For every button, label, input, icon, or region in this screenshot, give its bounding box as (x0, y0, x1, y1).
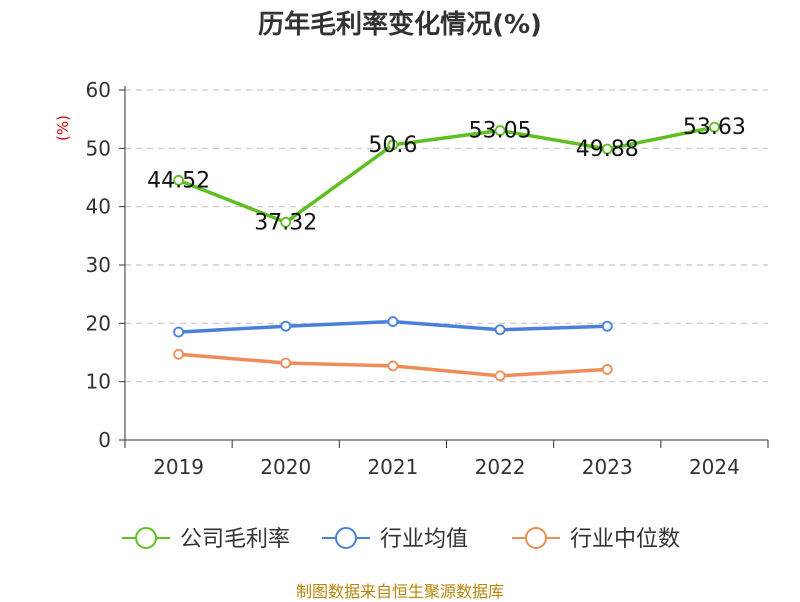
series-line (177, 125, 715, 225)
data-label: 53.63 (683, 115, 746, 140)
data-point (173, 326, 184, 338)
x-tick-label: 2020 (260, 455, 311, 479)
legend-marker (135, 527, 157, 549)
x-tick-label: 2022 (475, 455, 526, 479)
data-point (173, 174, 184, 186)
legend-item[interactable]: 行业均值 (322, 527, 468, 552)
source-note: 制图数据来自恒生聚源数据库 (295, 582, 504, 601)
legend: 公司毛利率 行业均值 行业中位数 (122, 527, 680, 552)
data-label-layer: 44.52 37.32 50.6 53.05 49.88 53.63 (147, 115, 746, 235)
data-point (387, 139, 399, 151)
data-point (494, 125, 506, 136)
series-layer (173, 121, 720, 382)
data-point (387, 360, 399, 372)
legend-item[interactable]: 公司毛利率 (122, 527, 290, 552)
data-point (709, 121, 720, 133)
data-point (387, 316, 399, 327)
data-point (601, 143, 613, 155)
data-point (173, 348, 184, 360)
axis-layer: 0 10 20 30 40 50 60 (%) 2019 2020 2021 2022 2023 2024 (54, 78, 769, 479)
legend-label: 行业中位数 (570, 527, 680, 552)
x-tick-label: 2023 (582, 455, 633, 479)
data-point (280, 216, 292, 228)
y-tick-label: 60 (86, 78, 111, 102)
legend-item[interactable]: 行业中位数 (512, 527, 680, 552)
y-tick-label: 20 (86, 311, 111, 335)
y-axis-label: (%) (54, 115, 72, 141)
y-tick-label: 40 (86, 195, 111, 219)
legend-label: 行业均值 (380, 527, 468, 552)
data-label: 53.05 (469, 119, 532, 144)
data-point (494, 324, 506, 336)
y-tick-label: 50 (86, 136, 111, 160)
x-tick-label: 2021 (367, 455, 418, 479)
data-point (280, 357, 292, 369)
grid-layer (125, 89, 768, 383)
data-label: 50.6 (368, 133, 417, 158)
data-label: 49.88 (576, 137, 639, 162)
x-tick-label: 2019 (153, 455, 204, 479)
data-point (280, 320, 292, 332)
data-label: 37.32 (254, 210, 317, 235)
data-point (601, 320, 613, 332)
legend-label: 公司毛利率 (180, 527, 290, 552)
y-tick-label: 10 (86, 370, 111, 394)
legend-marker (335, 527, 357, 549)
data-point (494, 370, 506, 382)
data-label: 44.52 (147, 168, 210, 193)
x-tick-label: 2024 (689, 455, 740, 479)
legend-marker (525, 527, 547, 549)
y-tick-label: 0 (98, 428, 111, 452)
data-point (601, 364, 613, 375)
y-tick-label: 30 (86, 253, 111, 277)
chart-title: 历年毛利率变化情况(%) (258, 10, 542, 40)
